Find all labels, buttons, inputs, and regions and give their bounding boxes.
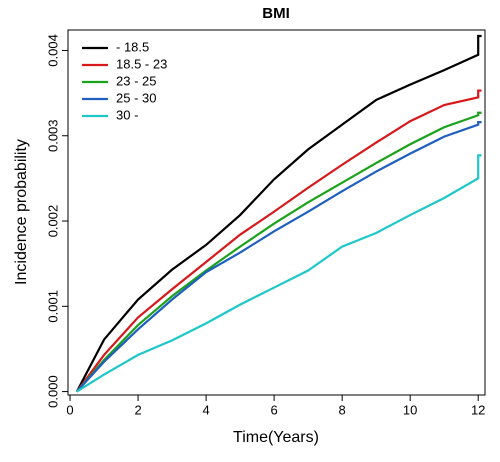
y-tick-label: 0.000: [45, 375, 60, 408]
series-line: [76, 121, 482, 393]
y-tick-label: 0.002: [45, 205, 60, 238]
legend-label: 18.5 - 23: [116, 56, 167, 71]
x-tick-label: 6: [271, 402, 278, 417]
x-tick-label: 2: [134, 402, 141, 417]
chart-title: BMI: [262, 5, 290, 22]
series-line: [76, 111, 482, 393]
y-tick-label: 0.001: [45, 290, 60, 323]
x-tick-label: 4: [202, 402, 209, 417]
legend-label: 23 - 25: [116, 73, 156, 88]
x-tick-label: 10: [403, 402, 417, 417]
legend-label: 25 - 30: [116, 90, 156, 105]
legend-label: - 18.5: [116, 39, 149, 54]
legend-label: 30 -: [116, 107, 138, 122]
y-tick-label: 0.003: [45, 119, 60, 152]
y-axis-label: Incidence probability: [13, 139, 30, 285]
x-tick-label: 8: [339, 402, 346, 417]
series-line: [76, 154, 482, 393]
series-line: [75, 34, 482, 393]
x-axis-label: Time(Years): [233, 429, 319, 446]
x-tick-label: 0: [66, 402, 73, 417]
plot-box: [67, 29, 486, 396]
series-line: [75, 89, 482, 393]
x-tick-label: 12: [471, 402, 485, 417]
y-tick-label: 0.004: [45, 34, 60, 67]
